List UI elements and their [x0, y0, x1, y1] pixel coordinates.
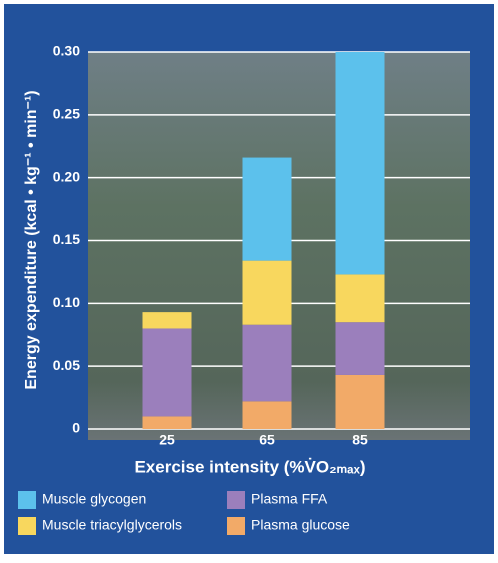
bar-segment	[335, 322, 385, 375]
bar-segment	[242, 401, 292, 429]
y-tick-label: 0.20	[53, 168, 80, 184]
y-axis-label: Energy expenditure (kcal • kg⁻¹ • min⁻¹)	[23, 90, 40, 389]
x-tick-label: 25	[159, 432, 175, 448]
y-tick-label: 0	[72, 420, 80, 436]
legend-swatch	[18, 491, 36, 509]
bar-segment	[142, 416, 192, 429]
bar-segment	[142, 328, 192, 417]
bar-segment	[242, 157, 292, 261]
legend-label: Plasma glucose	[251, 517, 350, 533]
bar-segment	[335, 374, 385, 429]
bar-segment	[242, 260, 292, 325]
x-axis-label: Exercise intensity (%V̇O₂ₘₐₓ)	[134, 457, 365, 476]
bar-segment	[335, 52, 385, 275]
legend-label: Muscle glycogen	[42, 491, 146, 507]
y-tick-label: 0.10	[53, 294, 80, 310]
y-tick-label: 0.15	[53, 231, 80, 247]
bar-segment	[335, 274, 385, 323]
legend-swatch	[18, 517, 36, 535]
bar-segment	[242, 324, 292, 402]
legend-swatch	[227, 517, 245, 535]
y-tick-label: 0.30	[53, 43, 80, 59]
legend-label: Plasma FFA	[251, 491, 328, 507]
x-tick-label: 85	[352, 432, 368, 448]
y-tick-label: 0.25	[53, 106, 80, 122]
y-tick-label: 0.05	[53, 357, 80, 373]
bar-segment	[142, 312, 192, 329]
legend-swatch	[227, 491, 245, 509]
x-tick-label: 65	[259, 432, 275, 448]
legend-label: Muscle triacylglycerols	[42, 517, 182, 533]
